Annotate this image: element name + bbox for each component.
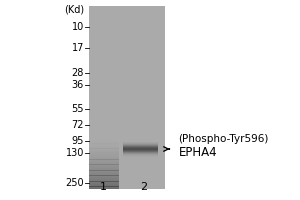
Bar bbox=[123, 155, 158, 156]
Bar bbox=[88, 142, 119, 144]
Bar bbox=[88, 154, 119, 156]
Bar bbox=[88, 151, 119, 152]
Text: (Phospho-Tyr596): (Phospho-Tyr596) bbox=[178, 134, 269, 144]
Text: 10: 10 bbox=[72, 22, 84, 32]
Bar bbox=[88, 156, 119, 157]
Bar bbox=[123, 154, 158, 155]
Bar bbox=[123, 144, 158, 145]
Bar bbox=[88, 178, 119, 179]
Bar bbox=[88, 159, 119, 161]
Bar bbox=[88, 166, 119, 167]
Bar bbox=[123, 148, 158, 149]
Bar bbox=[88, 179, 119, 180]
Text: 95: 95 bbox=[72, 136, 84, 146]
Bar bbox=[123, 156, 158, 157]
Bar bbox=[88, 148, 119, 150]
Text: 2: 2 bbox=[140, 182, 147, 192]
Text: 28: 28 bbox=[72, 68, 84, 78]
Bar bbox=[88, 157, 119, 158]
Bar bbox=[88, 147, 119, 149]
Bar bbox=[88, 169, 119, 171]
Bar bbox=[123, 146, 158, 147]
Text: 36: 36 bbox=[72, 80, 84, 90]
Bar bbox=[88, 140, 119, 141]
Bar bbox=[88, 186, 119, 188]
Text: EPHA4: EPHA4 bbox=[178, 146, 217, 160]
Bar bbox=[123, 151, 158, 152]
Bar bbox=[123, 149, 158, 150]
Bar bbox=[123, 153, 158, 154]
Bar bbox=[88, 145, 119, 146]
Bar bbox=[88, 161, 119, 162]
Bar bbox=[88, 162, 119, 163]
Text: 250: 250 bbox=[65, 178, 84, 188]
Bar bbox=[123, 152, 158, 153]
Bar bbox=[88, 177, 119, 178]
Text: (Kd): (Kd) bbox=[64, 4, 84, 14]
Bar bbox=[88, 146, 119, 147]
Bar bbox=[88, 164, 119, 166]
Bar bbox=[88, 143, 119, 145]
Bar bbox=[88, 153, 119, 155]
Bar bbox=[123, 142, 158, 143]
Bar bbox=[88, 6, 165, 189]
Bar bbox=[88, 188, 119, 189]
Bar bbox=[88, 163, 119, 164]
Bar bbox=[88, 141, 119, 142]
Bar bbox=[123, 147, 158, 148]
Bar bbox=[88, 183, 119, 184]
Bar bbox=[88, 181, 119, 183]
Text: 130: 130 bbox=[66, 148, 84, 158]
Bar bbox=[88, 174, 119, 176]
Bar bbox=[123, 145, 158, 146]
Text: 55: 55 bbox=[71, 104, 84, 114]
Bar bbox=[123, 150, 158, 151]
Bar bbox=[123, 143, 158, 144]
Bar bbox=[88, 170, 119, 172]
Bar bbox=[88, 175, 119, 177]
Bar bbox=[88, 172, 119, 173]
Bar bbox=[88, 150, 119, 151]
Text: 72: 72 bbox=[71, 120, 84, 130]
Bar bbox=[88, 158, 119, 160]
Bar bbox=[88, 180, 119, 182]
Bar bbox=[88, 167, 119, 168]
Bar bbox=[88, 173, 119, 174]
Bar bbox=[88, 152, 119, 153]
Bar bbox=[88, 185, 119, 187]
Bar bbox=[88, 184, 119, 185]
Bar bbox=[88, 168, 119, 169]
Text: 1: 1 bbox=[100, 182, 107, 192]
Text: 17: 17 bbox=[72, 43, 84, 53]
